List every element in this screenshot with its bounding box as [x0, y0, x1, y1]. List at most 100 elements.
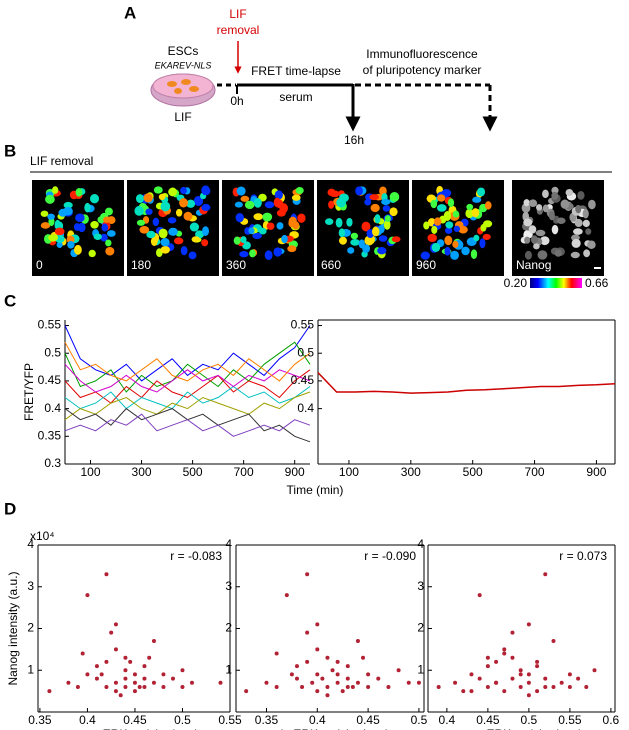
nucleus [153, 186, 163, 194]
label: FRET time-lapse [251, 64, 341, 78]
nucleus [434, 217, 442, 226]
nucleus [105, 246, 115, 256]
point [477, 676, 482, 681]
y-tick-label: 4 [27, 537, 34, 551]
point [315, 689, 320, 694]
point [366, 672, 371, 677]
nucleus [264, 201, 275, 209]
nucleus [234, 201, 243, 208]
annotation: r = -0.090 [364, 549, 416, 563]
nucleus [444, 227, 453, 234]
nucleus [75, 213, 85, 223]
nucleus [135, 194, 145, 204]
y-tick-label: 2 [225, 621, 232, 635]
point [551, 639, 556, 644]
nucleus [374, 214, 381, 224]
nucleus [291, 194, 301, 201]
nucleus [369, 194, 379, 201]
point [567, 672, 572, 677]
nucleus [168, 227, 178, 236]
line [317, 372, 616, 394]
point [180, 684, 185, 689]
nucleus [189, 222, 200, 232]
y-axis-label: FRET/YFP [22, 363, 36, 421]
nucleus [242, 241, 251, 250]
point [161, 684, 166, 689]
nucleus [573, 228, 583, 235]
nucleus [382, 205, 391, 212]
y-tick-label: 0.4 [44, 401, 61, 415]
x-tick-label: 0.5 [174, 713, 191, 727]
nucleus [530, 235, 538, 244]
point [518, 668, 523, 673]
panel-label: D [4, 499, 16, 518]
x-tick-label: 100 [81, 465, 101, 479]
point [551, 684, 556, 689]
point [592, 668, 597, 673]
point [320, 676, 325, 681]
y-tick-label: 3 [27, 579, 34, 593]
point [180, 668, 185, 673]
nucleus [56, 241, 63, 248]
point [335, 680, 340, 685]
y-tick-label: 2 [27, 621, 34, 635]
point [113, 689, 118, 694]
point [345, 676, 350, 681]
point [485, 655, 490, 660]
nucleus [78, 222, 86, 233]
nucleus [262, 212, 273, 222]
nucleus [542, 189, 549, 199]
frame-label: 660 [321, 258, 341, 272]
nucleus [139, 225, 150, 234]
x-tick-label: 900 [285, 465, 305, 479]
nucleus [338, 228, 346, 238]
nucleus [347, 247, 355, 254]
point [325, 655, 330, 660]
nucleus [54, 219, 61, 230]
y-tick-label: 4 [225, 537, 232, 551]
point [510, 676, 515, 681]
x-tick-label: 300 [401, 465, 421, 479]
point [526, 672, 531, 677]
point [132, 680, 137, 685]
header: LIF removal [30, 154, 93, 168]
point [355, 680, 360, 685]
nucleus [63, 201, 73, 209]
y-tick-label: 0.5 [44, 345, 61, 359]
nucleus [253, 198, 262, 208]
panel-label: C [4, 291, 16, 310]
point [543, 676, 548, 681]
nucleus [533, 243, 540, 250]
point [274, 684, 279, 689]
nucleus [472, 196, 482, 203]
point [189, 680, 194, 685]
x-tick-label: 500 [463, 465, 483, 479]
nucleus [158, 193, 166, 201]
cell [167, 81, 177, 87]
nucleus [465, 208, 474, 219]
y-tick-label: 2 [417, 621, 424, 635]
nucleus [535, 229, 546, 237]
point [151, 639, 156, 644]
nucleus [89, 193, 100, 204]
x-axis-label: Time (min) [287, 483, 344, 497]
point [218, 680, 223, 685]
panel-label: A [124, 3, 136, 22]
line [64, 391, 311, 421]
point [284, 593, 289, 598]
x-tick-label: 0.5 [411, 713, 428, 727]
nucleus [168, 187, 178, 197]
nucleus [350, 239, 360, 246]
nucleus [292, 221, 300, 230]
label: EKAREV-NLS [155, 60, 212, 70]
point [543, 684, 548, 689]
nucleus [582, 219, 590, 228]
point [330, 668, 335, 673]
point [264, 680, 269, 685]
nucleus [273, 247, 283, 257]
nucleus [574, 218, 583, 228]
nucleus [160, 238, 170, 247]
point [104, 659, 109, 664]
nucleus [193, 196, 204, 207]
